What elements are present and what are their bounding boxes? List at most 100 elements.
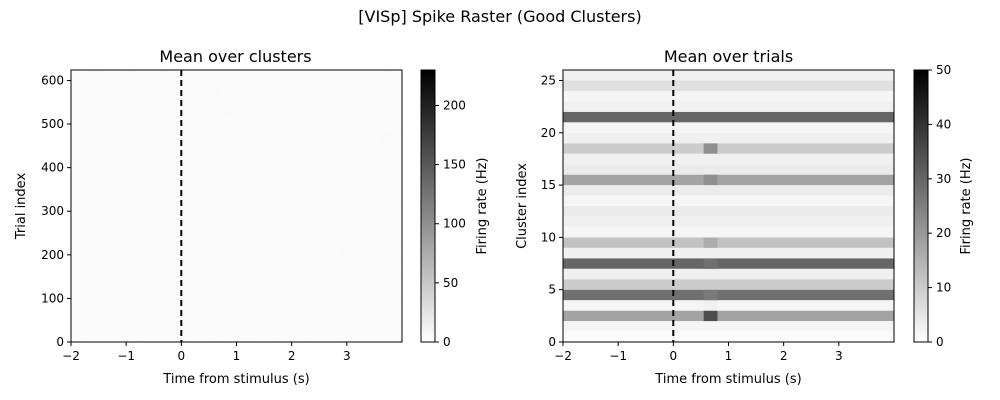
left-heatmap-cell	[248, 110, 252, 112]
left-heatmap-cell	[301, 185, 305, 187]
left-heatmap-cell	[295, 154, 299, 156]
left-heatmap-cell	[244, 334, 248, 336]
left-heatmap-cell	[319, 282, 323, 284]
left-heatmap-cell	[391, 313, 395, 315]
left-heatmap-cell	[144, 176, 148, 178]
left-heatmap-cell	[85, 323, 89, 325]
left-heatmap-cell	[355, 258, 359, 260]
left-heatmap-cell	[306, 278, 310, 280]
left-heatmap-cell	[245, 337, 249, 339]
left-heatmap-cell	[192, 295, 196, 297]
left-heatmap-cell	[393, 253, 397, 255]
left-heatmap-cell	[99, 171, 103, 173]
left-heatmap-cell	[124, 293, 128, 295]
left-heatmap-cell	[377, 247, 381, 249]
right-xtick-label: −1	[609, 349, 627, 363]
left-heatmap-cell	[115, 292, 119, 294]
left-heatmap-cell	[233, 109, 237, 111]
left-heatmap-cell	[73, 222, 77, 224]
left-heatmap-cell	[211, 309, 215, 311]
left-heatmap-cell	[252, 283, 256, 285]
left-heatmap-cell	[374, 122, 378, 124]
left-heatmap-cell	[271, 311, 275, 313]
left-heatmap-cell	[301, 127, 305, 129]
left-heatmap-cell	[125, 188, 129, 190]
left-heatmap-cell	[186, 118, 190, 120]
left-heatmap-cell	[79, 111, 83, 113]
left-heatmap-cell	[315, 161, 319, 163]
left-heatmap-cell	[339, 201, 343, 203]
left-heatmap-cell	[398, 72, 402, 74]
left-heatmap-cell	[152, 194, 156, 196]
left-heatmap-cell	[242, 206, 246, 208]
left-heatmap-cell	[305, 183, 309, 185]
left-heatmap-cell	[110, 314, 114, 316]
left-heatmap-cell	[160, 191, 164, 193]
left-heatmap-cell	[126, 70, 130, 72]
left-heatmap-cell	[325, 250, 329, 252]
left-heatmap-cell	[80, 162, 84, 164]
left-heatmap-cell	[129, 253, 133, 255]
left-heatmap-cell	[375, 96, 379, 98]
right-panel: Mean over trials −2 −1 0 1 2 3 0 5 10 15 20 25 Tim…	[515, 47, 974, 387]
right-heatmap-row	[563, 258, 894, 269]
left-heatmap-cell	[84, 317, 88, 319]
right-ytick-label: 10	[541, 230, 556, 244]
left-heatmap-cell	[198, 324, 202, 326]
left-heatmap-cell	[164, 275, 168, 277]
left-heatmap-cell	[277, 271, 281, 273]
left-heatmap-cell	[199, 120, 203, 122]
left-heatmap-cell	[343, 173, 347, 175]
left-ytick-label: 100	[41, 291, 64, 305]
left-heatmap-cell	[104, 307, 108, 309]
left-heatmap-cell	[170, 267, 174, 269]
right-heatmap-row	[563, 80, 894, 91]
left-heatmap-cell	[252, 311, 256, 313]
right-colorbar-tick-label: 0	[936, 335, 944, 349]
left-heatmap-cell	[153, 135, 157, 137]
left-heatmap-cell	[243, 279, 247, 281]
left-heatmap-cell	[391, 112, 395, 114]
left-heatmap-cell	[197, 285, 201, 287]
left-heatmap-cell	[116, 188, 120, 190]
right-ylabel: Cluster index	[515, 163, 530, 249]
left-heatmap-cell	[212, 311, 216, 313]
left-heatmap-cell	[231, 98, 235, 100]
left-heatmap-cell	[344, 238, 348, 240]
left-heatmap-cell	[166, 99, 170, 101]
left-heatmap-cell	[143, 219, 147, 221]
left-heatmap-cell	[296, 245, 300, 247]
left-heatmap-cell	[396, 141, 400, 143]
left-heatmap-cell	[335, 318, 339, 320]
left-heatmap-cell	[105, 201, 109, 203]
left-heatmap-cell	[151, 83, 155, 85]
left-heatmap-cell	[247, 276, 251, 278]
left-heatmap-cell	[136, 240, 140, 242]
left-heatmap-cell	[158, 143, 162, 145]
left-heatmap-cell	[115, 312, 119, 314]
left-heatmap-cell	[370, 257, 374, 259]
left-heatmap-cell	[384, 315, 388, 317]
left-heatmap-cell	[110, 267, 114, 269]
left-heatmap-cell	[204, 293, 208, 295]
left-heatmap-cell	[147, 150, 151, 152]
left-heatmap-cell	[112, 319, 116, 321]
right-heatmap-row	[563, 279, 894, 290]
left-heatmap-cell	[252, 159, 256, 161]
left-heatmap-cell	[226, 189, 230, 191]
left-heatmap-cell	[292, 90, 296, 92]
left-heatmap-cell	[328, 81, 332, 83]
left-heatmap-cell	[255, 89, 259, 91]
left-heatmap-cell	[157, 237, 161, 239]
left-heatmap-cell	[331, 339, 335, 341]
left-heatmap-cell	[311, 160, 315, 162]
left-heatmap-cell	[223, 305, 227, 307]
left-heatmap-cell	[291, 261, 295, 263]
left-heatmap-cell	[365, 163, 369, 165]
left-heatmap-cell	[258, 119, 262, 121]
left-heatmap-cell	[363, 198, 367, 200]
left-heatmap-cell	[73, 242, 77, 244]
left-heatmap-cell	[287, 106, 291, 108]
left-heatmap-cell	[235, 184, 239, 186]
left-heatmap-cell	[220, 189, 224, 191]
